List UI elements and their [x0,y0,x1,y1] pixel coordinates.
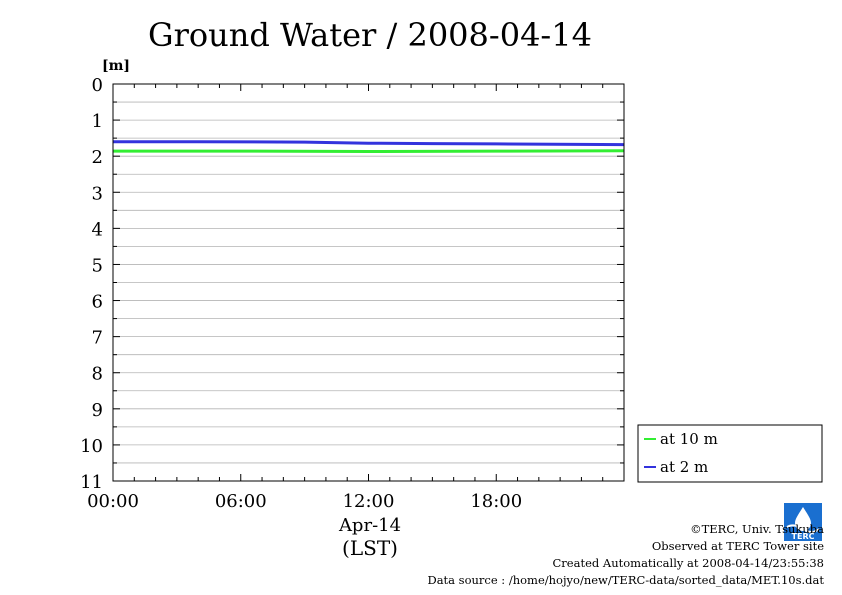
x-tick-label: 00:00 [87,491,139,512]
y-tick-label: 3 [92,183,103,204]
legend: at 10 m at 2 m [637,424,823,483]
footer-source: Data source : /home/hojyo/new/TERC-data/… [427,573,824,587]
y-tick-label: 2 [92,147,103,168]
footer-created: Created Automatically at 2008-04-14/23:5… [552,556,825,570]
y-tick-label: 6 [92,292,103,313]
terc-logo-icon: TERC [784,503,822,545]
legend-box [637,424,823,483]
x-tick-label: 12:00 [343,491,395,512]
y-tick-label: 9 [92,400,103,421]
data-series [113,140,625,154]
y-tick-label: 0 [92,75,103,96]
svg-text:TERC: TERC [792,532,815,541]
x-tick-labels: 00:00 06:00 12:00 18:00 [87,491,522,512]
x-axis-unit-label: (LST) [342,536,398,560]
legend-label: at 10 m [660,430,718,448]
x-axis-date-label: Apr-14 [338,515,401,536]
y-tick-label: 11 [80,472,103,493]
y-tick-label: 5 [92,255,103,276]
plot-frame [112,83,625,482]
legend-label: at 2 m [660,458,708,476]
y-tick-label: 4 [92,219,103,240]
y-tick-label: 1 [92,111,103,132]
y-axis-unit: [m] [102,58,130,74]
chart-title: Ground Water / 2008-04-14 [148,16,592,54]
footer-observed: Observed at TERC Tower site [651,539,824,553]
y-tick-label: 10 [80,436,103,457]
x-tick-label: 06:00 [215,491,267,512]
y-tick-label: 7 [92,328,103,349]
footer-copyright: ©TERC, Univ. Tsukuba [690,522,824,536]
x-tick-label: 18:00 [470,491,522,512]
y-tick-labels: 0 1 2 3 4 5 6 7 8 9 10 11 [80,75,103,493]
series-line-at-2m [113,140,625,147]
series-line-at-10m [113,149,625,154]
y-tick-label: 8 [92,364,103,385]
